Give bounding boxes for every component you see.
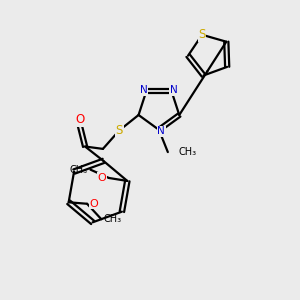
Text: O: O (98, 173, 106, 183)
Text: CH₃: CH₃ (70, 165, 88, 175)
Text: O: O (89, 199, 98, 209)
Text: CH₃: CH₃ (178, 147, 196, 157)
Text: N: N (170, 85, 178, 95)
Text: N: N (158, 126, 165, 136)
Text: O: O (75, 113, 84, 126)
Text: S: S (198, 28, 206, 41)
Text: CH₃: CH₃ (104, 214, 122, 224)
Text: S: S (116, 124, 123, 137)
Text: N: N (140, 85, 148, 95)
